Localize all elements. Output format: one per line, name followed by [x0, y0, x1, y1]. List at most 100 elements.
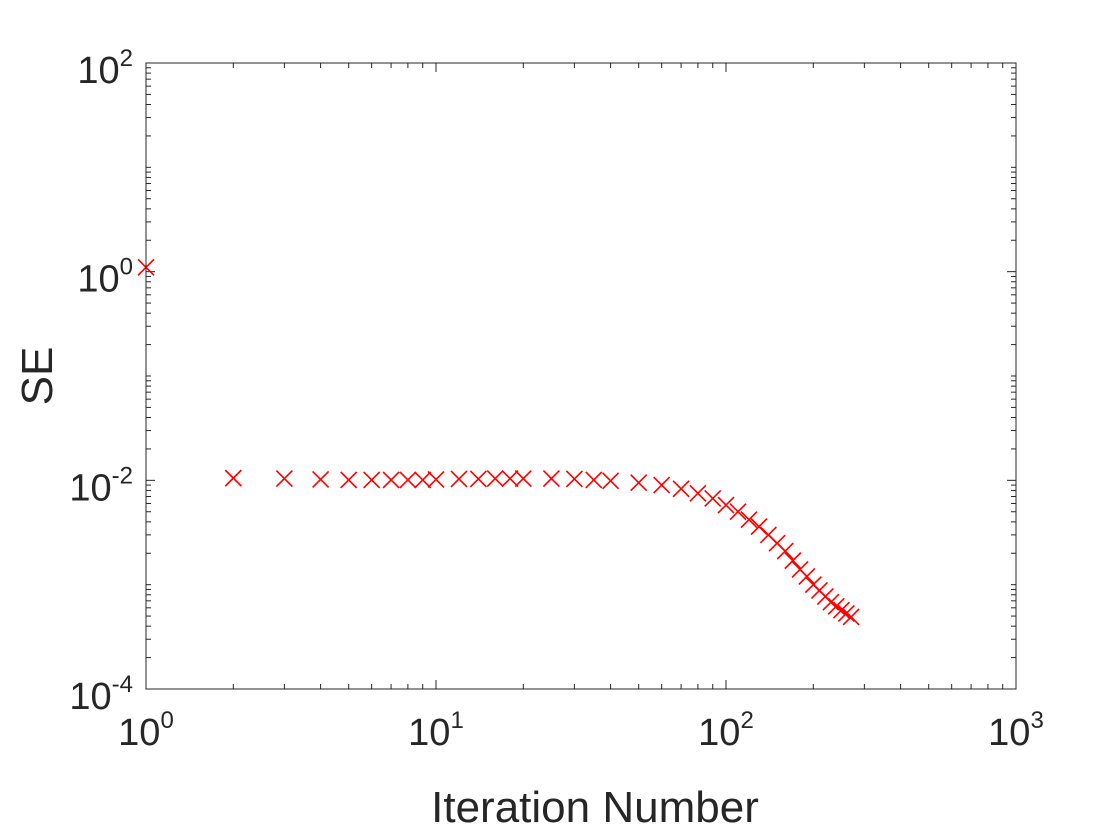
- data-point-stroke: [832, 601, 850, 619]
- data-point: [312, 470, 330, 489]
- data-point-stroke: [275, 469, 293, 488]
- data-point-stroke: [729, 503, 747, 521]
- data-point: [837, 604, 855, 622]
- x-tick-label: 100: [118, 707, 174, 754]
- x-tick-label: 102: [698, 707, 754, 754]
- y-tick-label: 102: [77, 45, 133, 92]
- tick-label-base: 10: [77, 50, 119, 92]
- data-point-stroke: [340, 471, 358, 489]
- tick-label-exponent: 0: [160, 707, 173, 734]
- data-point: [784, 552, 802, 570]
- data-point-stroke: [427, 470, 445, 489]
- data-point-stroke: [399, 471, 417, 489]
- data-point: [827, 597, 845, 615]
- tick-label-base: 10: [118, 712, 160, 754]
- data-point-stroke: [585, 471, 603, 489]
- tick-label-base: 10: [988, 712, 1030, 754]
- y-tick-label: 10-4: [69, 671, 133, 718]
- data-point-stroke: [653, 476, 671, 494]
- tick-label-exponent: 2: [740, 707, 753, 734]
- minor-ticks: [146, 63, 1016, 689]
- data-point: [653, 476, 671, 494]
- data-point-stroke: [750, 518, 768, 536]
- data-point-stroke: [837, 604, 855, 622]
- data-point: [630, 474, 648, 492]
- data-point-stroke: [501, 469, 519, 488]
- data-point-stroke: [414, 471, 432, 489]
- data-point-stroke: [363, 471, 381, 489]
- data-point-stroke: [768, 534, 786, 552]
- data-point-stroke: [450, 470, 468, 488]
- tick-label-exponent: -2: [112, 462, 133, 489]
- data-point-stroke: [827, 597, 845, 615]
- data-point: [469, 470, 487, 488]
- data-point: [717, 496, 735, 514]
- data-point-stroke: [312, 470, 330, 489]
- y-tick-label: 10-2: [69, 462, 133, 509]
- data-point: [363, 471, 381, 489]
- data-point: [585, 471, 603, 489]
- tick-label-base: 10: [408, 712, 450, 754]
- data-point-stroke: [798, 567, 816, 585]
- data-point-stroke: [382, 471, 400, 489]
- data-point: [704, 489, 722, 508]
- data-point: [740, 511, 758, 529]
- data-point-stroke: [672, 480, 690, 498]
- data-point-stroke: [822, 593, 840, 611]
- data-point-stroke: [842, 608, 860, 626]
- data-point-stroke: [486, 469, 504, 488]
- tick-label-exponent: 1: [450, 707, 463, 734]
- data-point: [486, 469, 504, 488]
- data-point-stroke: [740, 511, 758, 529]
- axes-box: [145, 62, 1017, 690]
- data-point-stroke: [514, 469, 532, 488]
- data-point: [832, 601, 850, 619]
- data-point-stroke: [784, 552, 802, 570]
- data-point-stroke: [776, 542, 794, 560]
- data-point-stroke: [602, 472, 620, 490]
- data-point-stroke: [759, 526, 777, 544]
- data-point: [842, 608, 860, 626]
- tick-label-exponent: 0: [120, 254, 133, 281]
- data-point: [450, 470, 468, 488]
- data-point-stroke: [542, 469, 560, 488]
- data-point: [414, 471, 432, 489]
- data-point: [514, 469, 532, 488]
- tick-label-base: 10: [69, 467, 111, 509]
- tick-label-base: 10: [698, 712, 740, 754]
- data-point: [501, 469, 519, 488]
- tick-label-exponent: 2: [120, 45, 133, 72]
- data-point: [672, 480, 690, 498]
- data-point-stroke: [224, 469, 242, 487]
- data-point-stroke: [469, 470, 487, 488]
- tick-label-base: 10: [69, 676, 111, 718]
- data-point: [602, 472, 620, 490]
- tick-label-base: 10: [77, 259, 119, 301]
- data-point: [729, 503, 747, 521]
- data-point-stroke: [704, 489, 722, 508]
- y-axis-label: SE: [13, 347, 62, 406]
- data-point-stroke: [565, 470, 583, 488]
- data-point: [275, 469, 293, 488]
- x-tick-label: 101: [408, 707, 464, 754]
- x-axis-label: Iteration Number: [431, 783, 759, 832]
- data-point: [340, 471, 358, 489]
- data-point: [689, 484, 707, 502]
- data-point: [399, 471, 417, 489]
- data-point: [542, 469, 560, 488]
- data-point-stroke: [717, 496, 735, 514]
- y-tick-label: 100: [77, 254, 133, 301]
- tick-label-exponent: -4: [112, 671, 133, 698]
- data-point: [776, 542, 794, 560]
- data-point: [224, 469, 242, 487]
- data-point-stroke: [689, 484, 707, 502]
- x-tick-labels: 100 101 102 103: [118, 707, 1044, 754]
- data-point: [565, 470, 583, 488]
- x-tick-label: 103: [988, 707, 1044, 754]
- data-point: [382, 471, 400, 489]
- data-point: [427, 470, 445, 489]
- data-markers: [137, 258, 860, 626]
- data-point-stroke: [630, 474, 648, 492]
